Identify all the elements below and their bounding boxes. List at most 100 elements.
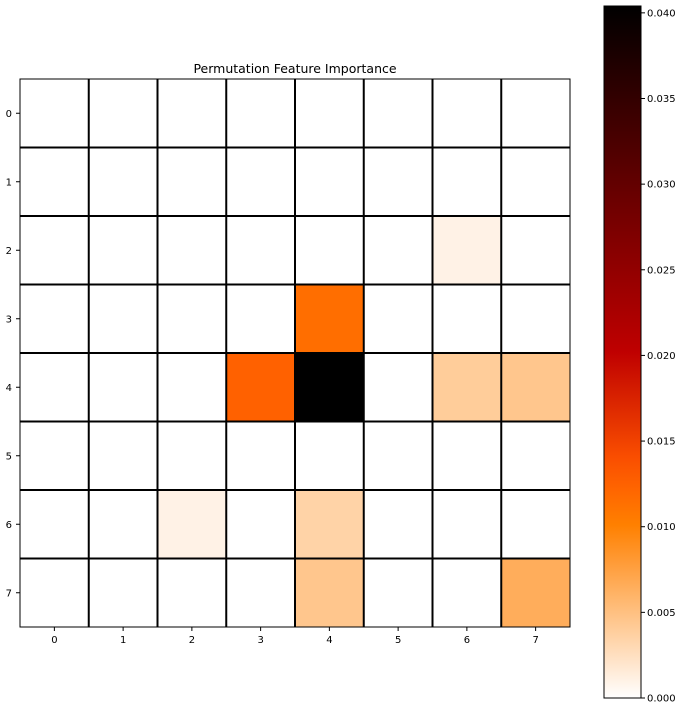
x-tick-label: 3 [257,635,263,646]
colorbar-tick-label: 0.015 [647,437,676,448]
heatmap-cell-r3-c7 [501,284,570,353]
heatmap-cell-r5-c0 [20,421,89,490]
heatmap-cell-r7-c0 [20,558,89,627]
heatmap-cell-r2-c3 [226,216,295,285]
heatmap-cell-r7-c7 [501,558,570,627]
heatmap-cell-r1-c3 [226,147,295,216]
colorbar-tick-label: 0.030 [647,180,676,191]
heatmap-cell-r4-c4 [295,353,364,422]
heatmap-cell-r1-c7 [501,147,570,216]
heatmap-cell-r4-c0 [20,353,89,422]
heatmap-cell-r4-c6 [432,353,502,422]
heatmap-cell-r1-c1 [88,147,158,216]
colorbar-tick-label: 0.010 [647,522,676,533]
y-tick-label: 1 [6,177,12,188]
heatmap-cell-r5-c7 [501,421,570,490]
heatmap-cell-r0-c4 [295,79,364,148]
colorbar-tick-label: 0.025 [647,265,676,276]
heatmap-cell-r0-c7 [501,79,570,148]
heatmap-cell-r2-c4 [295,216,364,285]
colorbar-ticks: 0.000 0.005 0.010 0.015 0.020 0.025 0.030 0.035… [641,8,676,705]
heatmap-cell-r6-c4 [295,490,364,559]
heatmap-cell-r6-c5 [363,490,433,559]
colorbar-tick-label: 0.000 [647,694,676,705]
heatmap-cell-r3-c1 [88,284,158,353]
heatmap-cell-r5-c6 [432,421,502,490]
y-axis: 0 1 2 3 4 5 6 7 [6,109,20,599]
heatmap-cell-r7-c6 [432,558,502,627]
plot-frame [19,78,571,628]
heatmap-cell-r3-c3 [226,284,295,353]
heatmap-cell-r6-c7 [501,490,570,559]
heatmap-cell-r0-c3 [226,79,295,148]
heatmap-cell-r4-c1 [88,353,158,422]
heatmap-cell-r4-c5 [363,353,433,422]
heatmap-cell-r7-c5 [363,558,433,627]
heatmap-cell-r2-c5 [363,216,433,285]
heatmap-cell-r6-c0 [20,490,89,559]
heatmap-cell-r6-c6 [432,490,502,559]
y-tick-label: 5 [6,451,12,462]
heatmap-cell-r7-c3 [226,558,295,627]
heatmap-cell-r7-c4 [295,558,364,627]
heatmap-cell-r1-c4 [295,147,364,216]
colorbar-tick-label: 0.040 [647,8,676,19]
colorbar-tick-label: 0.035 [647,94,676,105]
heatmap-cell-r0-c2 [157,79,227,148]
heatmap-cell-r0-c0 [20,79,89,148]
x-tick-label: 2 [189,635,195,646]
heatmap-cell-r2-c6 [432,216,502,285]
heatmap-cell-r2-c7 [501,216,570,285]
heatmap-cell-r2-c2 [157,216,227,285]
x-tick-label: 0 [51,635,57,646]
heatmap-cell-r6-c2 [157,490,227,559]
x-tick-label: 1 [120,635,126,646]
y-tick-label: 6 [6,520,12,531]
heatmap-cell-r0-c1 [88,79,158,148]
heatmap-cell-r7-c1 [88,558,158,627]
heatmap-cell-r4-c2 [157,353,227,422]
heatmap-cell-r3-c6 [432,284,502,353]
heatmap-cell-r5-c3 [226,421,295,490]
heatmap-cell-r6-c3 [226,490,295,559]
heatmap-cell-r1-c2 [157,147,227,216]
y-tick-label: 2 [6,246,12,257]
colorbar-tick-label: 0.005 [647,608,676,619]
heatmap-cell-r3-c0 [20,284,89,353]
heatmap-cell-r1-c5 [363,147,433,216]
heatmap-cell-r3-c2 [157,284,227,353]
heatmap-cells [20,79,570,627]
y-tick-label: 0 [6,109,12,120]
heatmap-cell-r4-c7 [501,353,570,422]
x-tick-label: 7 [532,635,538,646]
colorbar-gradient [603,5,642,699]
y-tick-label: 4 [6,383,12,394]
x-tick-label: 6 [464,635,470,646]
heatmap-cell-r1-c6 [432,147,502,216]
heatmap-cell-r5-c4 [295,421,364,490]
heatmap-cell-r2-c0 [20,216,89,285]
heatmap-cell-r5-c2 [157,421,227,490]
heatmap-cell-r0-c6 [432,79,502,148]
colorbar-tick-label: 0.020 [647,351,676,362]
heatmap-cell-r0-c5 [363,79,433,148]
heatmap-cell-r3-c5 [363,284,433,353]
heatmap-cell-r3-c4 [295,284,364,353]
heatmap-cell-r1-c0 [20,147,89,216]
x-tick-label: 5 [395,635,401,646]
x-axis: 0 1 2 3 4 5 6 7 [51,627,539,646]
heatmap-cell-r5-c1 [88,421,158,490]
heatmap-cell-r6-c1 [88,490,158,559]
chart-title: Permutation Feature Importance [193,61,396,76]
y-tick-label: 3 [6,314,12,325]
heatmap-cell-r2-c1 [88,216,158,285]
colorbar: 0.000 0.005 0.010 0.015 0.020 0.025 0.030 0.035… [603,5,676,705]
heatmap-cell-r4-c3 [226,353,295,422]
heatmap-cell-r7-c2 [157,558,227,627]
heatmap-cell-r5-c5 [363,421,433,490]
grid-lines [20,79,570,627]
x-tick-label: 4 [326,635,332,646]
y-tick-label: 7 [6,588,12,599]
